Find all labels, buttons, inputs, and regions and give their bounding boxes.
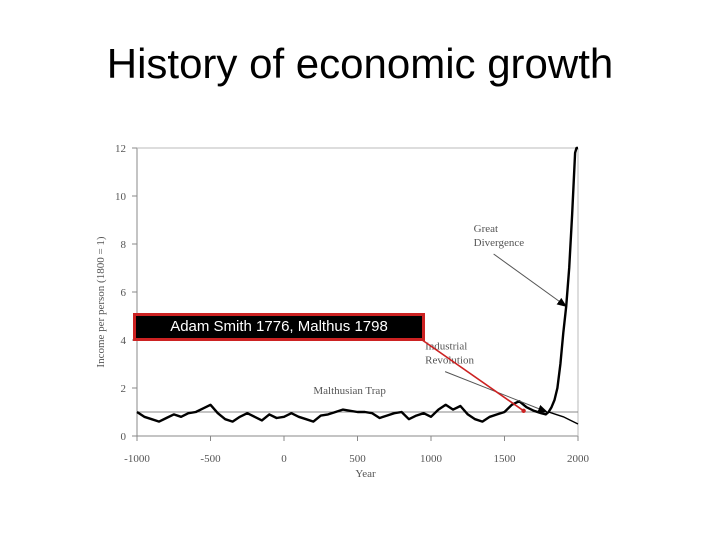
series-lower-branch-line	[548, 411, 579, 425]
annotation-malthusian-trap: Malthusian Trap	[313, 385, 386, 397]
annotation-great-divergence-line: Divergence	[474, 237, 525, 249]
x-tick-label: 1500	[494, 453, 517, 465]
y-tick-label: 8	[121, 239, 127, 251]
x-tick-label: 0	[281, 453, 287, 465]
x-axis-label: Year	[355, 468, 376, 480]
x-tick-label: 500	[349, 453, 366, 465]
annotation-great-divergence-arrow	[493, 253, 568, 307]
annotation-great-divergence-line: Great	[474, 223, 498, 235]
annotation-malthusian-trap-line: Malthusian Trap	[313, 385, 386, 397]
chart-annotations: Great Divergence Industrial Revolution Malth…	[313, 223, 568, 413]
annotation-industrial-revolution: Industrial Revolution	[425, 341, 474, 367]
red-pointer-dot	[521, 408, 526, 413]
series-income-line	[136, 146, 578, 423]
x-tick-label: -1000	[124, 453, 150, 465]
callout-adam-smith-malthus: Adam Smith 1776, Malthus 1798	[133, 313, 425, 341]
y-tick-label: 10	[115, 191, 127, 203]
annotation-great-divergence: Great Divergence	[474, 223, 525, 249]
y-tick-label: 6	[121, 287, 127, 299]
y-tick-label: 0	[121, 431, 127, 443]
chart-marks	[136, 146, 579, 425]
y-tick-label: 2	[121, 383, 127, 395]
y-axis-label: Income per person (1800 = 1)	[95, 236, 107, 367]
x-tick-label: 1000	[420, 453, 443, 465]
annotation-industrial-revolution-line: Revolution	[425, 355, 474, 367]
y-tick-label: 12	[115, 143, 126, 155]
red-pointer-line	[421, 339, 525, 412]
chart-axes: 0 2 4 6 8 10 12 -1000 -500 0 500 1000 1500 2000 Year In…	[95, 143, 590, 480]
y-tick-label: 4	[121, 335, 127, 347]
slide-title: History of economic growth	[106, 40, 614, 87]
x-tick-label: -500	[200, 453, 221, 465]
x-tick-label: 2000	[567, 453, 590, 465]
